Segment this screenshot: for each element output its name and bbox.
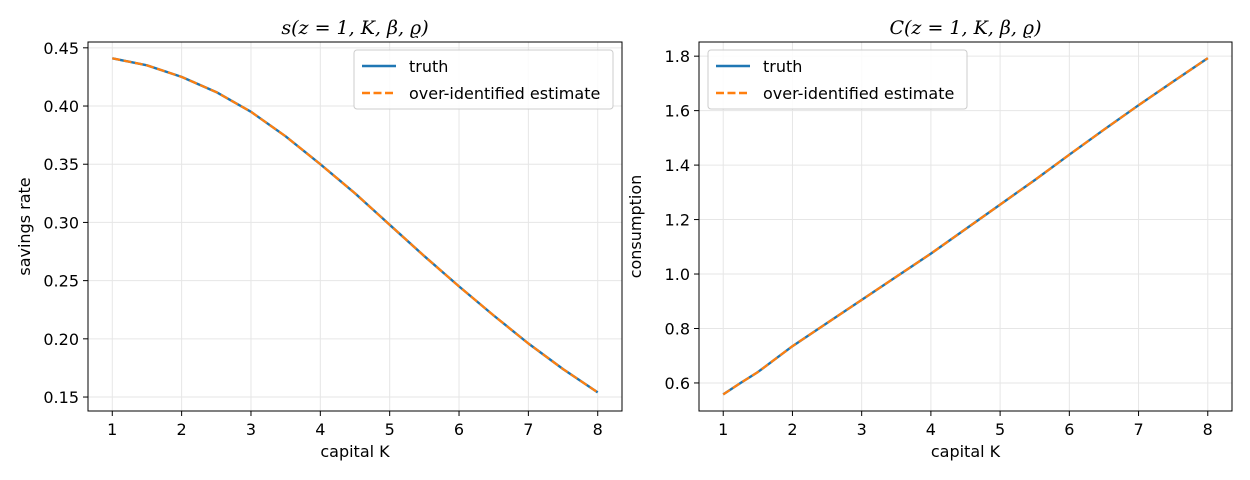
y-axis-label: savings rate [15,177,34,275]
x-tick-label: 1 [718,420,728,439]
x-axis-ticks: 1 2 3 4 5 6 7 8 [107,411,603,439]
x-axis-label: capital K [931,442,1001,461]
x-tick-label: 5 [995,420,1005,439]
legend-label: over-identified estimate [763,84,954,103]
legend-label: truth [409,57,448,76]
x-tick-label: 6 [1064,420,1074,439]
legend-box [707,49,968,110]
legend-box [353,49,614,110]
x-axis-label: capital K [320,442,390,461]
x-tick-label: 7 [523,420,533,439]
x-tick-label: 8 [1203,420,1213,439]
savings-rate-chart: 1 2 3 4 5 6 7 8 0.15 0.20 0.25 0.30 0.35 0.40 0.45 s(… [15,17,623,461]
series-line-estimate [722,57,1209,396]
y-tick-label: 0.30 [43,213,79,232]
x-tick-label: 2 [177,420,187,439]
y-tick-label: 0.6 [665,374,690,393]
y-tick-label: 0.35 [43,155,79,174]
y-tick-label: 1.4 [665,156,690,175]
x-tick-label: 1 [107,420,117,439]
series-line-estimate [112,57,599,394]
y-tick-label: 0.40 [43,97,79,116]
x-tick-label: 6 [454,420,464,439]
x-tick-label: 3 [857,420,867,439]
y-tick-label: 0.25 [43,272,79,291]
y-tick-label: 0.15 [43,388,79,407]
legend-label: over-identified estimate [409,84,600,103]
x-tick-label: 2 [787,420,797,439]
y-axis-ticks: 0.15 0.20 0.25 0.30 0.35 0.40 0.45 [43,39,88,407]
plot-frame [698,41,1233,412]
y-tick-label: 0.20 [43,330,79,349]
legend: truth over-identified estimate [353,49,614,110]
y-tick-label: 1.6 [665,102,690,121]
legend-label: truth [763,57,802,76]
y-axis-ticks: 0.6 0.8 1.0 1.2 1.4 1.6 1.8 [665,47,699,393]
x-tick-label: 3 [246,420,256,439]
y-tick-label: 1.0 [665,265,690,284]
y-tick-label: 1.2 [665,211,690,230]
y-axis-label: consumption [626,175,645,279]
x-tick-label: 7 [1133,420,1143,439]
y-tick-label: 1.8 [665,47,690,66]
y-tick-label: 0.45 [43,39,79,58]
chart-title: s(z = 1, K, β, ϱ) [281,17,428,39]
x-axis-ticks: 1 2 3 4 5 6 7 8 [718,411,1213,439]
series-layer [112,57,599,394]
x-tick-label: 5 [385,420,395,439]
x-tick-label: 4 [926,420,936,439]
grid [699,42,1232,411]
legend: truth over-identified estimate [707,49,968,110]
y-tick-label: 0.8 [665,319,690,338]
x-tick-label: 8 [593,420,603,439]
consumption-chart: 1 2 3 4 5 6 7 8 0.6 0.8 1.0 1.2 1.4 1.6 1.8 C(z = 1, … [626,17,1233,461]
x-tick-label: 4 [315,420,325,439]
chart-title: C(z = 1, K, β, ϱ) [889,17,1041,39]
plot-frame [87,41,623,412]
series-layer [722,57,1209,396]
